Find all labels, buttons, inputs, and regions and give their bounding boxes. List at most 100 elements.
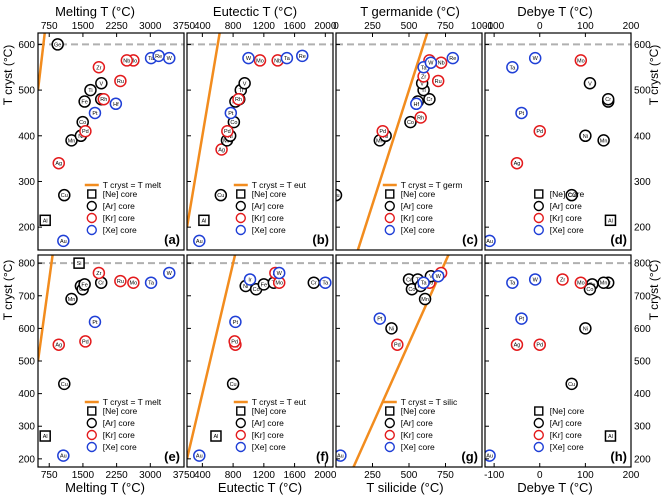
point-h-Ag — [510, 338, 524, 351]
point-b-Ta — [280, 51, 294, 65]
ytick-label-right-d-4: 600 — [634, 40, 651, 51]
point-label-c-Re: Re — [449, 56, 456, 62]
point-label-f-Cr: Cr — [311, 281, 317, 287]
xtick-label-h-2: 100 — [577, 470, 594, 481]
point-label-b-Pt: Pt — [228, 111, 234, 117]
point-c-Pd — [376, 124, 389, 138]
legend-swatch-g-Xe — [384, 441, 395, 453]
point-d-Al — [604, 214, 617, 227]
legend-label-d-Ne: [Ne] core — [550, 189, 585, 199]
point-label-f-Mo: Mo — [275, 281, 283, 287]
point-e-Zr — [92, 266, 106, 280]
legend-label-c-Kr: [Kr] core — [401, 213, 433, 223]
panel-label-h: (h) — [610, 449, 627, 464]
point-c-Re — [446, 51, 460, 65]
bottom-title-f: Eutectic T (°C) — [218, 480, 302, 495]
point-h-Pd — [533, 338, 546, 351]
point-a-Pd — [79, 124, 92, 138]
point-label-d-V: V — [588, 81, 592, 87]
legend-fit-label-g: T cryst = T silic — [401, 397, 458, 407]
point-label-a-Nb: Nb — [123, 58, 130, 64]
point-label-f-Pd: Pd — [231, 339, 238, 345]
point-label-a-W: W — [167, 56, 173, 62]
point-a-V — [95, 77, 108, 90]
point-label-c-Co: Co — [407, 120, 414, 126]
y-title-right-bottom: T cryst (°C) — [647, 260, 661, 321]
legend-label-h-Ar: [Ar] core — [550, 418, 582, 428]
point-f-Al — [210, 430, 222, 442]
xtick-label-f-2: 1200 — [253, 470, 276, 481]
frame-b — [186, 32, 334, 251]
legend-label-h-Kr: [Kr] core — [550, 430, 582, 440]
point-label-a-Co: Co — [79, 120, 86, 126]
point-b-Rh — [232, 92, 245, 106]
ytick-label-right-h-6: 800 — [634, 259, 651, 270]
point-label-e-Zr: Zr — [96, 271, 101, 277]
point-c-Rh — [414, 111, 427, 124]
ytick-label-e-4: 600 — [18, 324, 35, 335]
ytick-label-a-1: 300 — [18, 177, 35, 188]
fit-line-b — [187, 33, 221, 228]
point-c-W — [424, 56, 438, 69]
xtick-label-c-1: 250 — [364, 21, 381, 32]
point-label-c-Zr: Zr — [421, 74, 426, 80]
legend-fit-label-f: T cryst = T eut — [252, 397, 307, 407]
point-b-Cu — [214, 188, 228, 202]
point-e-Au — [57, 449, 70, 462]
xtick-label-c-2: 500 — [401, 21, 418, 32]
point-b-Pd — [221, 124, 234, 138]
point-label-d-Ta: Ta — [509, 65, 516, 71]
legend-swatch-b-Kr — [235, 212, 246, 224]
xtick-label-c-0: 0 — [333, 21, 339, 32]
point-d-Ni — [579, 129, 592, 143]
point-label-e-Pd: Pd — [82, 339, 89, 345]
point-label-g-Pt: Pt — [377, 317, 383, 323]
point-c-Cu — [336, 188, 343, 202]
point-label-h-Ta: Ta — [509, 281, 516, 287]
ytick-label-right-h-0: 200 — [634, 454, 651, 465]
point-b-Al — [198, 214, 210, 227]
point-label-b-Mo: Mo — [256, 58, 264, 64]
point-b-Mo — [253, 54, 267, 67]
legend-label-g-Ne: [Ne] core — [401, 406, 436, 416]
point-label-b-Pd: Pd — [224, 129, 231, 135]
point-label-b-Co: Co — [230, 120, 237, 126]
legend-swatch-e-Xe — [86, 441, 97, 453]
point-label-c-Ta: Ta — [421, 65, 428, 71]
point-label-b-Ti: Ti — [239, 88, 243, 94]
legend-label-b-Xe: [Xe] core — [252, 225, 286, 235]
point-h-Mn — [597, 276, 610, 289]
point-label-a-Fe: Fe — [81, 100, 87, 106]
ytick-label-e-0: 200 — [18, 454, 35, 465]
legend-swatch-c-Xe — [384, 224, 395, 236]
legend-label-a-Ar: [Ar] core — [103, 201, 135, 211]
point-label-d-Mo: Mo — [577, 58, 585, 64]
legend-label-c-Xe: [Xe] core — [401, 225, 435, 235]
ytick-label-right-d-3: 500 — [634, 86, 651, 97]
bottom-title-e: Melting T (°C) — [65, 480, 145, 495]
legend-swatch-a-Ne — [87, 189, 97, 199]
point-label-a-Ti: Ti — [88, 88, 92, 94]
xtick-label-a-2: 2250 — [105, 21, 128, 32]
panel-g: AuNiPdPtCrTiCoFeMnMoZrVWTa250500750(g)T … — [335, 254, 483, 481]
point-label-f-Au: Au — [196, 454, 203, 460]
panel-plot-e: SiCuAgAuAlMnNiCoFeCrPdZrMoRuPtWTa — [38, 255, 184, 462]
xtick-label-f-3: 1600 — [283, 470, 306, 481]
legend-label-e-Xe: [Xe] core — [103, 442, 137, 452]
point-label-g-Mn: Mn — [421, 297, 429, 303]
xtick-label-f-0: 400 — [194, 470, 211, 481]
point-label-c-Ti: Ti — [421, 88, 425, 94]
point-label-b-W: W — [246, 56, 252, 62]
point-label-c-Hf: Hf — [414, 102, 420, 108]
point-label-e-Mn: Mn — [68, 297, 76, 303]
legend-swatch-b-Ne — [236, 189, 246, 199]
point-h-Ta — [506, 276, 519, 289]
point-a-Zr — [92, 61, 106, 74]
legend-label-d-Ar: [Ar] core — [550, 201, 582, 211]
point-label-c-Mn: Mn — [376, 138, 384, 144]
point-a-Rh — [97, 92, 111, 106]
point-label-h-Al: Al — [608, 434, 613, 440]
panel-label-g: (g) — [461, 449, 478, 464]
point-label-b-Al: Al — [201, 218, 206, 224]
legend-swatch-b-Ar — [235, 200, 246, 212]
